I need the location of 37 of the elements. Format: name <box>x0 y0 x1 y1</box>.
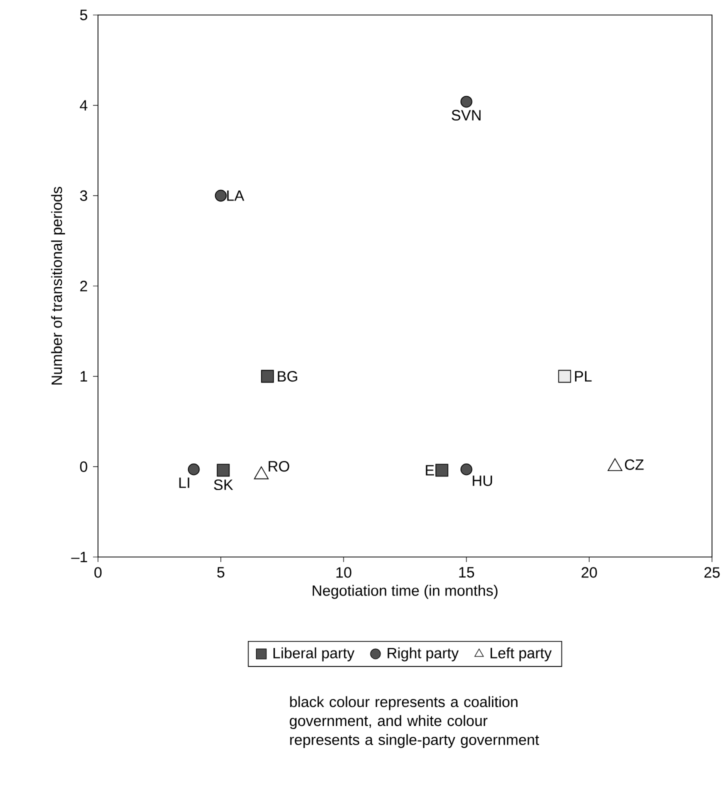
annotation: PL <box>575 371 592 382</box>
annotation: LI <box>179 478 190 488</box>
annotation: BG <box>278 371 298 382</box>
point <box>188 463 200 476</box>
x-tick-label: 15 <box>459 567 474 578</box>
point <box>460 96 472 108</box>
point <box>216 464 230 477</box>
text: black colour represents a coalition government, and white colour represents a single-party government <box>290 696 540 748</box>
y-tick-label: 5 <box>80 10 88 20</box>
point <box>460 463 472 476</box>
legend-label: Liberal party <box>274 647 354 662</box>
y-tick-label: 3 <box>80 190 88 201</box>
annotation: RO <box>268 461 290 472</box>
point <box>261 370 274 383</box>
x-tick-label: 10 <box>336 567 352 578</box>
x-tick-label: 25 <box>704 567 720 578</box>
y-tick-label: 4 <box>80 100 88 110</box>
annotation: HU <box>472 476 492 486</box>
annotation: E <box>426 465 434 476</box>
x-tick-label: 0 <box>94 567 102 578</box>
point <box>214 190 227 202</box>
annotation: SVN <box>452 110 481 120</box>
y-tick-label: 2 <box>80 280 88 292</box>
x-axis-title: Negotiation time (in months) <box>312 584 498 599</box>
legend-label: Left party <box>490 647 552 662</box>
y-axis-title: Number of transitional periods <box>51 186 66 384</box>
y-tick-label: –1 <box>71 552 88 562</box>
point <box>435 464 448 477</box>
annotation: SK <box>214 479 234 490</box>
x-tick-label: 5 <box>217 567 224 578</box>
point <box>558 370 572 383</box>
annotation: CZ <box>624 459 644 470</box>
y-tick-label: 0 <box>80 461 88 472</box>
y-tick-label: 1 <box>80 371 88 382</box>
annotation: LA <box>227 190 244 201</box>
x-tick-label: 20 <box>582 567 597 578</box>
legend-label: Right party <box>388 647 459 662</box>
